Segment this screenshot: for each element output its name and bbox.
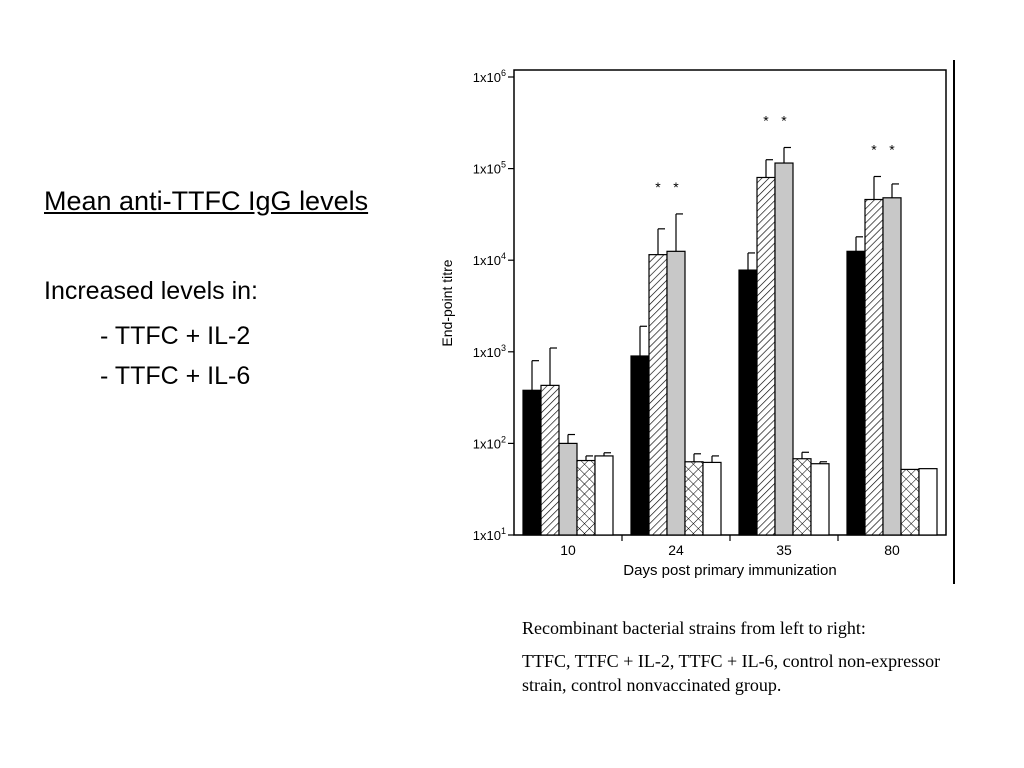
bar-ttfc-il6-day-10	[558, 442, 578, 536]
bar-control-nonvaccinated-day-24	[702, 461, 722, 536]
x-tick-label: 24	[668, 542, 684, 558]
bar-ttfc-il2-day-80	[864, 198, 884, 536]
bar-ttfc-day-35	[738, 269, 758, 536]
significance-marks: * * * * * *	[655, 112, 895, 194]
significance-star: *	[889, 141, 895, 157]
slide-title: Mean anti-TTFC IgG levels	[44, 186, 369, 216]
significance-star: *	[655, 179, 661, 195]
y-axis: 1x101 1x102 1x103 1x104 1x105 1x106	[473, 68, 514, 543]
y-tick-label: 1x106	[473, 68, 506, 85]
caption-strains: TTFC, TTFC + IL-2, TTFC + IL-6, control …	[522, 651, 941, 695]
y-tick-label: 1x105	[473, 160, 506, 177]
bar-ttfc-il2-day-10	[540, 384, 560, 536]
x-tick-label: 80	[884, 542, 900, 558]
bar-control-nonvaccinated-day-80	[918, 468, 938, 536]
significance-star: *	[781, 112, 787, 128]
significance-star: *	[673, 179, 679, 195]
bar-ttfc-il2-day-35	[756, 176, 776, 536]
x-axis-title: Days post primary immunization	[623, 562, 836, 579]
significance-star: *	[763, 112, 769, 128]
bar-control-nonexpressor-day-10	[576, 459, 596, 536]
bar-ttfc-il6-day-80	[882, 197, 902, 536]
y-tick-label: 1x102	[473, 434, 506, 451]
caption-heading: Recombinant bacterial strains from left …	[522, 618, 866, 638]
bar-ttfc-il6-day-35	[774, 162, 794, 536]
bar-control-nonvaccinated-day-35	[810, 463, 830, 536]
bullet-list: - TTFC + IL-2 - TTFC + IL-6	[100, 316, 250, 396]
bar-control-nonexpressor-day-80	[900, 468, 920, 536]
y-axis-title: End-point titre	[439, 259, 455, 346]
intro-text: Increased levels in:	[44, 277, 259, 305]
bar-ttfc-il6-day-24	[666, 250, 686, 536]
x-axis: 10 24 35 80	[560, 535, 900, 558]
bar-chart: 1x101 1x102 1x103 1x104 1x105 1x106 * * * * * * 10…	[439, 60, 955, 584]
bar-ttfc-day-10	[522, 389, 542, 536]
bar-ttfc-il2-day-24	[648, 254, 668, 536]
bar-control-nonexpressor-day-24	[684, 461, 704, 536]
y-tick-label: 1x103	[473, 343, 506, 360]
bar-control-nonvaccinated-day-10	[594, 455, 614, 536]
significance-star: *	[871, 141, 877, 157]
error-bars	[531, 146, 899, 464]
bar-ttfc-day-80	[846, 250, 866, 536]
x-tick-label: 10	[560, 542, 576, 558]
x-tick-label: 35	[776, 542, 792, 558]
bars	[522, 162, 938, 536]
bullet-item: - TTFC + IL-2	[100, 322, 251, 350]
y-tick-label: 1x101	[473, 526, 506, 543]
y-tick-label: 1x104	[473, 251, 506, 268]
chart-figure: 1x101 1x102 1x103 1x104 1x105 1x106 * * * * * * 10…	[436, 58, 958, 588]
bullet-item: - TTFC + IL-6	[100, 362, 251, 390]
bar-control-nonexpressor-day-35	[792, 458, 812, 536]
bar-ttfc-day-24	[630, 355, 650, 536]
caption: Recombinant bacterial strains from left …	[522, 616, 982, 706]
